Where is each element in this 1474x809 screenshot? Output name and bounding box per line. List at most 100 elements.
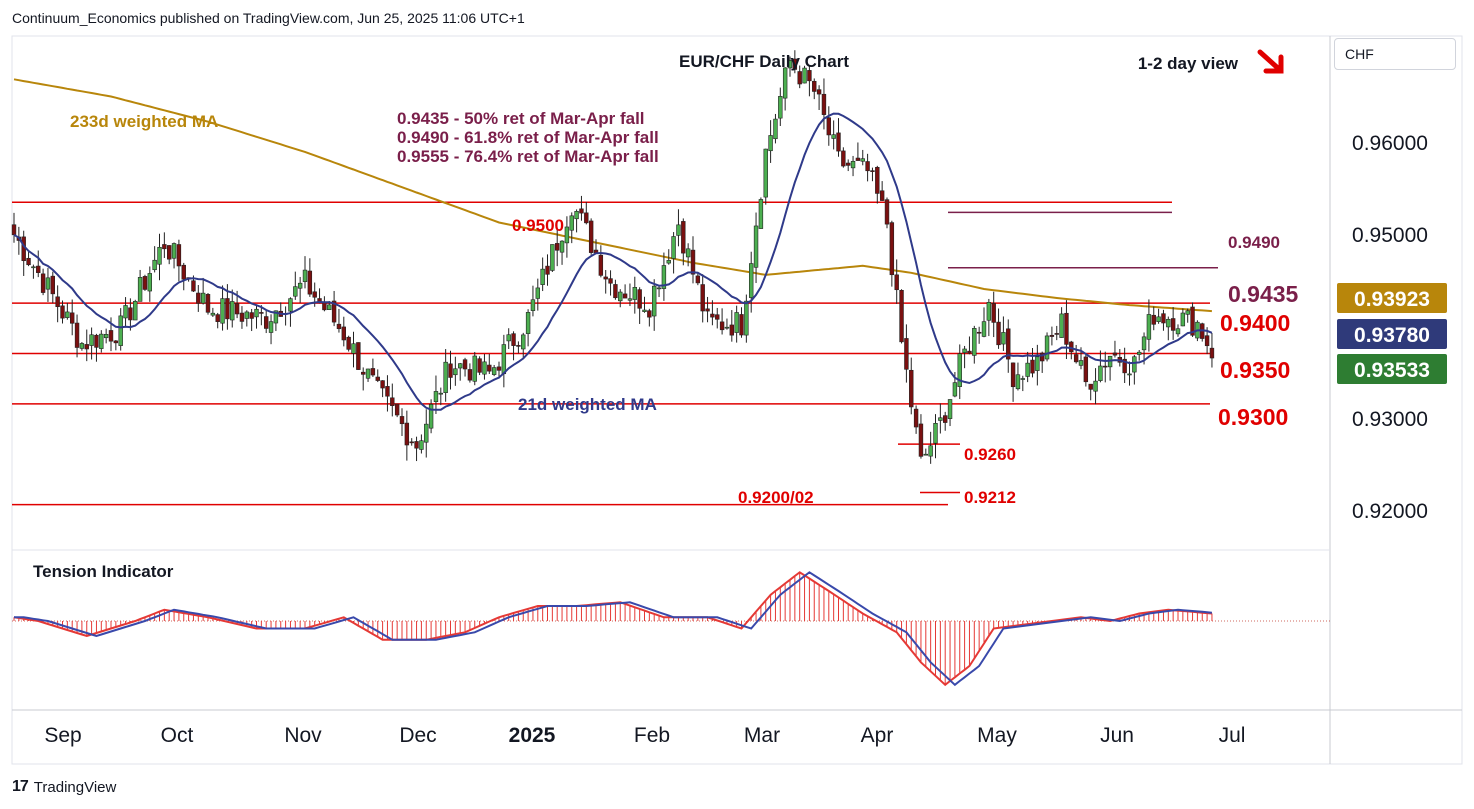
candle-body	[530, 299, 536, 311]
candle-body	[103, 334, 109, 339]
down-arrow-icon	[1257, 49, 1284, 74]
x-tick-nov: Nov	[284, 724, 322, 747]
candle-body	[753, 225, 759, 268]
candle-body	[521, 334, 526, 350]
candle-body	[176, 244, 182, 267]
candle-body	[297, 282, 303, 289]
candle-body	[608, 278, 613, 284]
tradingview-logo[interactable]: 17 TradingView	[12, 778, 116, 796]
candle-body	[234, 303, 240, 315]
candle-body	[981, 321, 987, 337]
tension-indicator-label: Tension Indicator	[33, 562, 174, 581]
candle-body	[312, 291, 317, 298]
x-tick-jun: Jun	[1100, 724, 1134, 747]
candle-body	[273, 310, 279, 324]
candle-body	[739, 314, 744, 336]
candle-body	[409, 441, 414, 444]
candle-body	[360, 371, 366, 375]
candle-body	[938, 417, 943, 421]
candle-body	[996, 321, 1001, 346]
candle-body	[65, 311, 70, 318]
candle-body	[210, 312, 216, 316]
y-tick-93000: 0.93000	[1352, 408, 1428, 431]
candle-body	[467, 369, 473, 381]
candle-body	[84, 344, 89, 350]
candle-body	[496, 366, 502, 371]
candle-body	[133, 300, 138, 321]
y-tick-96000: 0.96000	[1352, 132, 1428, 155]
candle-body	[637, 289, 642, 309]
candles	[11, 50, 1215, 464]
candle-body	[21, 236, 26, 262]
candle-body	[171, 243, 177, 259]
candle-body	[666, 260, 671, 264]
y-tick-92000: 0.92000	[1352, 500, 1428, 523]
candle-body	[259, 312, 264, 314]
candle-body	[792, 58, 798, 70]
candle-body	[1103, 365, 1108, 368]
price-tag-last: 0.93533	[1354, 359, 1430, 382]
candle-body	[763, 148, 768, 198]
candle-body	[879, 190, 885, 201]
candle-body	[327, 304, 332, 310]
candle-body	[588, 220, 594, 253]
candle-body	[826, 117, 832, 136]
candle-body	[831, 134, 836, 139]
candle-body	[1170, 318, 1176, 331]
x-tick-sep: Sep	[44, 724, 81, 747]
candle-body	[850, 160, 856, 169]
candle-body	[622, 293, 628, 299]
candle-body	[942, 415, 948, 423]
candle-body	[564, 226, 570, 244]
candle-body	[1006, 328, 1011, 360]
candle-body	[700, 284, 705, 312]
candle-body	[525, 312, 531, 334]
candle-body	[268, 321, 274, 333]
candle-body	[196, 292, 201, 304]
x-tick-oct: Oct	[161, 724, 194, 747]
candle-body	[1015, 374, 1021, 390]
candle-body	[918, 423, 924, 457]
candle-body	[181, 264, 186, 280]
x-tick-feb: Feb	[634, 724, 670, 747]
note-764: 0.9555 - 76.4% ret of Mar-Apr fall	[397, 147, 659, 166]
candle-body	[778, 96, 783, 119]
level-label-9490: 0.9490	[1228, 233, 1280, 252]
candle-body	[472, 355, 477, 382]
candle-body	[307, 270, 313, 295]
candle-body	[933, 423, 938, 444]
candle-body	[545, 265, 550, 275]
candle-body	[191, 280, 196, 292]
candle-body	[477, 358, 482, 373]
candle-body	[734, 312, 739, 333]
candle-body	[1025, 362, 1030, 377]
price-tag-ma21: 0.93780	[1354, 324, 1430, 347]
candle-body	[263, 316, 269, 329]
candle-body	[685, 248, 691, 258]
price-tag-last-bg	[1337, 354, 1447, 384]
candle-body	[797, 71, 802, 85]
candle-body	[1001, 332, 1006, 345]
candle-body	[113, 340, 119, 344]
candle-body	[773, 118, 778, 140]
candle-body	[782, 67, 788, 99]
candle-body	[288, 298, 293, 312]
candle-body	[681, 221, 686, 254]
candle-body	[1054, 333, 1059, 335]
candle-body	[1141, 336, 1147, 351]
candle-body	[1112, 352, 1118, 356]
candle-body	[1166, 318, 1171, 328]
candle-body	[99, 333, 104, 349]
candle-body	[1209, 347, 1215, 359]
candle-body	[79, 343, 85, 349]
candle-body	[137, 277, 143, 302]
candle-body	[438, 392, 443, 395]
note-618: 0.9490 - 61.8% ret of Mar-Apr fall	[397, 128, 659, 147]
candle-body	[162, 244, 167, 250]
candle-body	[1204, 335, 1210, 347]
currency-selector[interactable]: CHF	[1334, 38, 1456, 70]
candle-body	[482, 361, 487, 375]
candle-body	[390, 397, 395, 407]
candle-body	[724, 326, 730, 329]
